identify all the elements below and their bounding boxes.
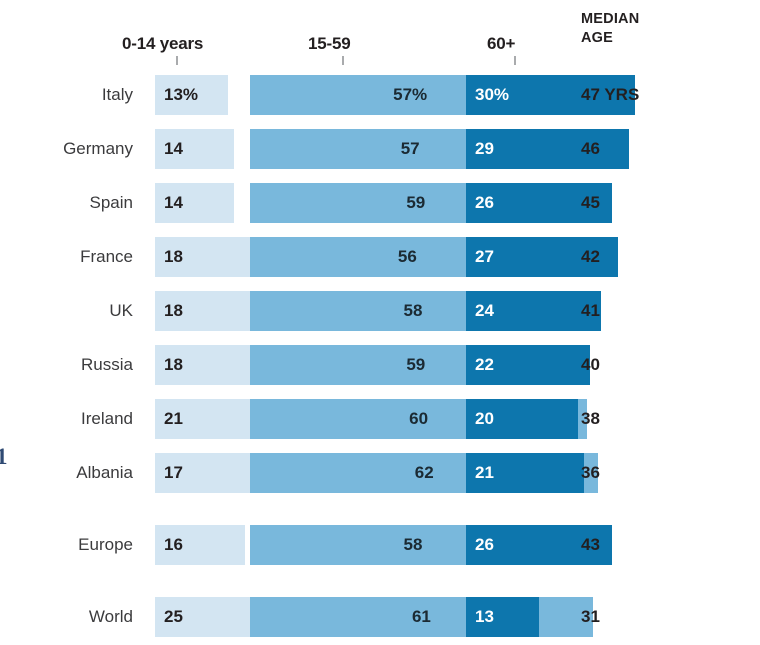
table-row: Italy 13% 57% 30% 47 YRS bbox=[0, 68, 760, 122]
bar-60-plus-value: 24 bbox=[475, 301, 494, 320]
bar-0-14-years: 13% bbox=[155, 75, 229, 115]
bar-60-plus-value: 30% bbox=[475, 85, 510, 104]
column-header-0-14-years: 0-14 years bbox=[122, 34, 204, 53]
bar-60-plus-value: 26 bbox=[475, 535, 494, 554]
bar-0-14-years: 18 bbox=[155, 291, 257, 331]
median-age-value: 36 bbox=[581, 463, 600, 482]
row-label-spain: Spain bbox=[89, 193, 133, 212]
bar-15-59-value: 58 bbox=[403, 535, 423, 554]
table-row: World 25 61 13 31 bbox=[0, 590, 760, 644]
median-age-value: 31 bbox=[581, 607, 600, 626]
row-label-france: France bbox=[80, 247, 133, 266]
table-row: Albania 17 62 21 36 bbox=[0, 446, 760, 500]
bar-0-14-years: 14 bbox=[155, 183, 234, 223]
bar-0-14-years: 17 bbox=[155, 453, 251, 493]
median-age-value: 47 YRS bbox=[581, 85, 640, 104]
bar-60-plus-value: 13 bbox=[475, 607, 494, 626]
row-label-germany: Germany bbox=[63, 139, 133, 158]
table-row: Ireland 21 60 20 38 bbox=[0, 392, 760, 446]
bar-0-14-years-value: 14 bbox=[164, 139, 183, 158]
bar-0-14-years-value: 25 bbox=[164, 607, 183, 626]
tick-mark-15-59 bbox=[342, 56, 344, 65]
bar-60-plus-value: 27 bbox=[475, 247, 494, 266]
row-label-world: World bbox=[88, 607, 133, 626]
row-label-uk: UK bbox=[109, 301, 133, 320]
median-age-value: 40 bbox=[581, 355, 600, 374]
row-label-russia: Russia bbox=[81, 355, 133, 374]
row-label-ireland: Ireland bbox=[81, 409, 133, 428]
bar-60-plus: 24 bbox=[466, 291, 601, 331]
median-age-value: 46 bbox=[581, 139, 600, 158]
median-age-line-2: AGE bbox=[581, 30, 614, 46]
bar-15-59-value: 61 bbox=[411, 607, 431, 626]
row-label-europe: Europe bbox=[78, 535, 133, 554]
bar-15-59-value: 59 bbox=[406, 355, 426, 374]
table-row: UK 18 58 24 41 bbox=[0, 284, 760, 338]
column-header-60-plus: 60+ bbox=[487, 34, 516, 53]
column-header-15-59: 15-59 bbox=[308, 34, 351, 53]
bar-0-14-years-value: 18 bbox=[164, 301, 183, 320]
bar-15-59-value: 62 bbox=[414, 463, 434, 482]
bar-60-plus: 13 bbox=[466, 597, 540, 637]
median-age-value: 45 bbox=[581, 193, 600, 212]
bar-0-14-years-value: 13% bbox=[164, 85, 199, 104]
chart-rows: Italy 13% 57% 30% 47 YRS Germany 14 57 29 46 Spain… bbox=[0, 68, 760, 644]
bar-15-59: 61 bbox=[250, 597, 593, 637]
bar-0-14-years: 14 bbox=[155, 129, 234, 169]
median-age-value: 38 bbox=[581, 409, 600, 428]
bar-0-14-years-value: 18 bbox=[164, 247, 183, 266]
bar-60-plus: 30% bbox=[466, 75, 635, 115]
bar-60-plus: 29 bbox=[466, 129, 629, 169]
median-age-line-1: MEDIAN bbox=[581, 11, 640, 27]
bar-60-plus: 26 bbox=[466, 525, 613, 565]
bar-60-plus-value: 21 bbox=[475, 463, 494, 482]
bar-0-14-years-value: 17 bbox=[164, 463, 183, 482]
table-row: Europe 16 58 26 43 bbox=[0, 518, 760, 572]
tick-mark-60-plus bbox=[514, 56, 516, 65]
tick-mark-0-14-years bbox=[176, 56, 178, 65]
chart-header: 0-14 years 15-59 60+ MEDIAN AGE bbox=[0, 0, 760, 68]
bar-60-plus: 27 bbox=[466, 237, 618, 277]
bar-0-14-years-value: 16 bbox=[164, 535, 183, 554]
bar-60-plus-value: 20 bbox=[475, 409, 494, 428]
bar-0-14-years-value: 14 bbox=[164, 193, 183, 212]
bar-15-59-value: 60 bbox=[409, 409, 429, 428]
bar-60-plus: 21 bbox=[466, 453, 585, 493]
edge-text-fragment: 1 bbox=[0, 444, 8, 469]
table-row: Germany 14 57 29 46 bbox=[0, 122, 760, 176]
bar-15-59-value: 56 bbox=[397, 247, 417, 266]
bar-60-plus-value: 26 bbox=[475, 193, 494, 212]
row-label-albania: Albania bbox=[76, 463, 133, 482]
row-label-italy: Italy bbox=[101, 85, 133, 104]
bar-0-14-years: 18 bbox=[155, 237, 257, 277]
bar-15-59-value: 57% bbox=[393, 85, 428, 104]
table-row: Spain 14 59 26 45 bbox=[0, 176, 760, 230]
bar-60-plus: 22 bbox=[466, 345, 590, 385]
median-age-value: 43 bbox=[581, 535, 600, 554]
table-row: France 18 56 27 42 bbox=[0, 230, 760, 284]
bar-60-plus: 26 bbox=[466, 183, 613, 223]
bar-15-59-value: 58 bbox=[403, 301, 423, 320]
median-age-value: 42 bbox=[581, 247, 600, 266]
bar-60-plus-value: 29 bbox=[475, 139, 494, 158]
bar-60-plus: 20 bbox=[466, 399, 579, 439]
bar-15-59-value: 59 bbox=[406, 193, 426, 212]
bar-0-14-years-value: 18 bbox=[164, 355, 183, 374]
median-age-value: 41 bbox=[581, 301, 600, 320]
bar-0-14-years: 18 bbox=[155, 345, 257, 385]
table-row: Russia 18 59 22 40 bbox=[0, 338, 760, 392]
bar-15-59-value: 57 bbox=[400, 139, 420, 158]
bar-60-plus-value: 22 bbox=[475, 355, 494, 374]
bar-0-14-years: 16 bbox=[155, 525, 245, 565]
bar-0-14-years-value: 21 bbox=[164, 409, 183, 428]
column-header-median-age: MEDIAN AGE bbox=[581, 10, 639, 48]
